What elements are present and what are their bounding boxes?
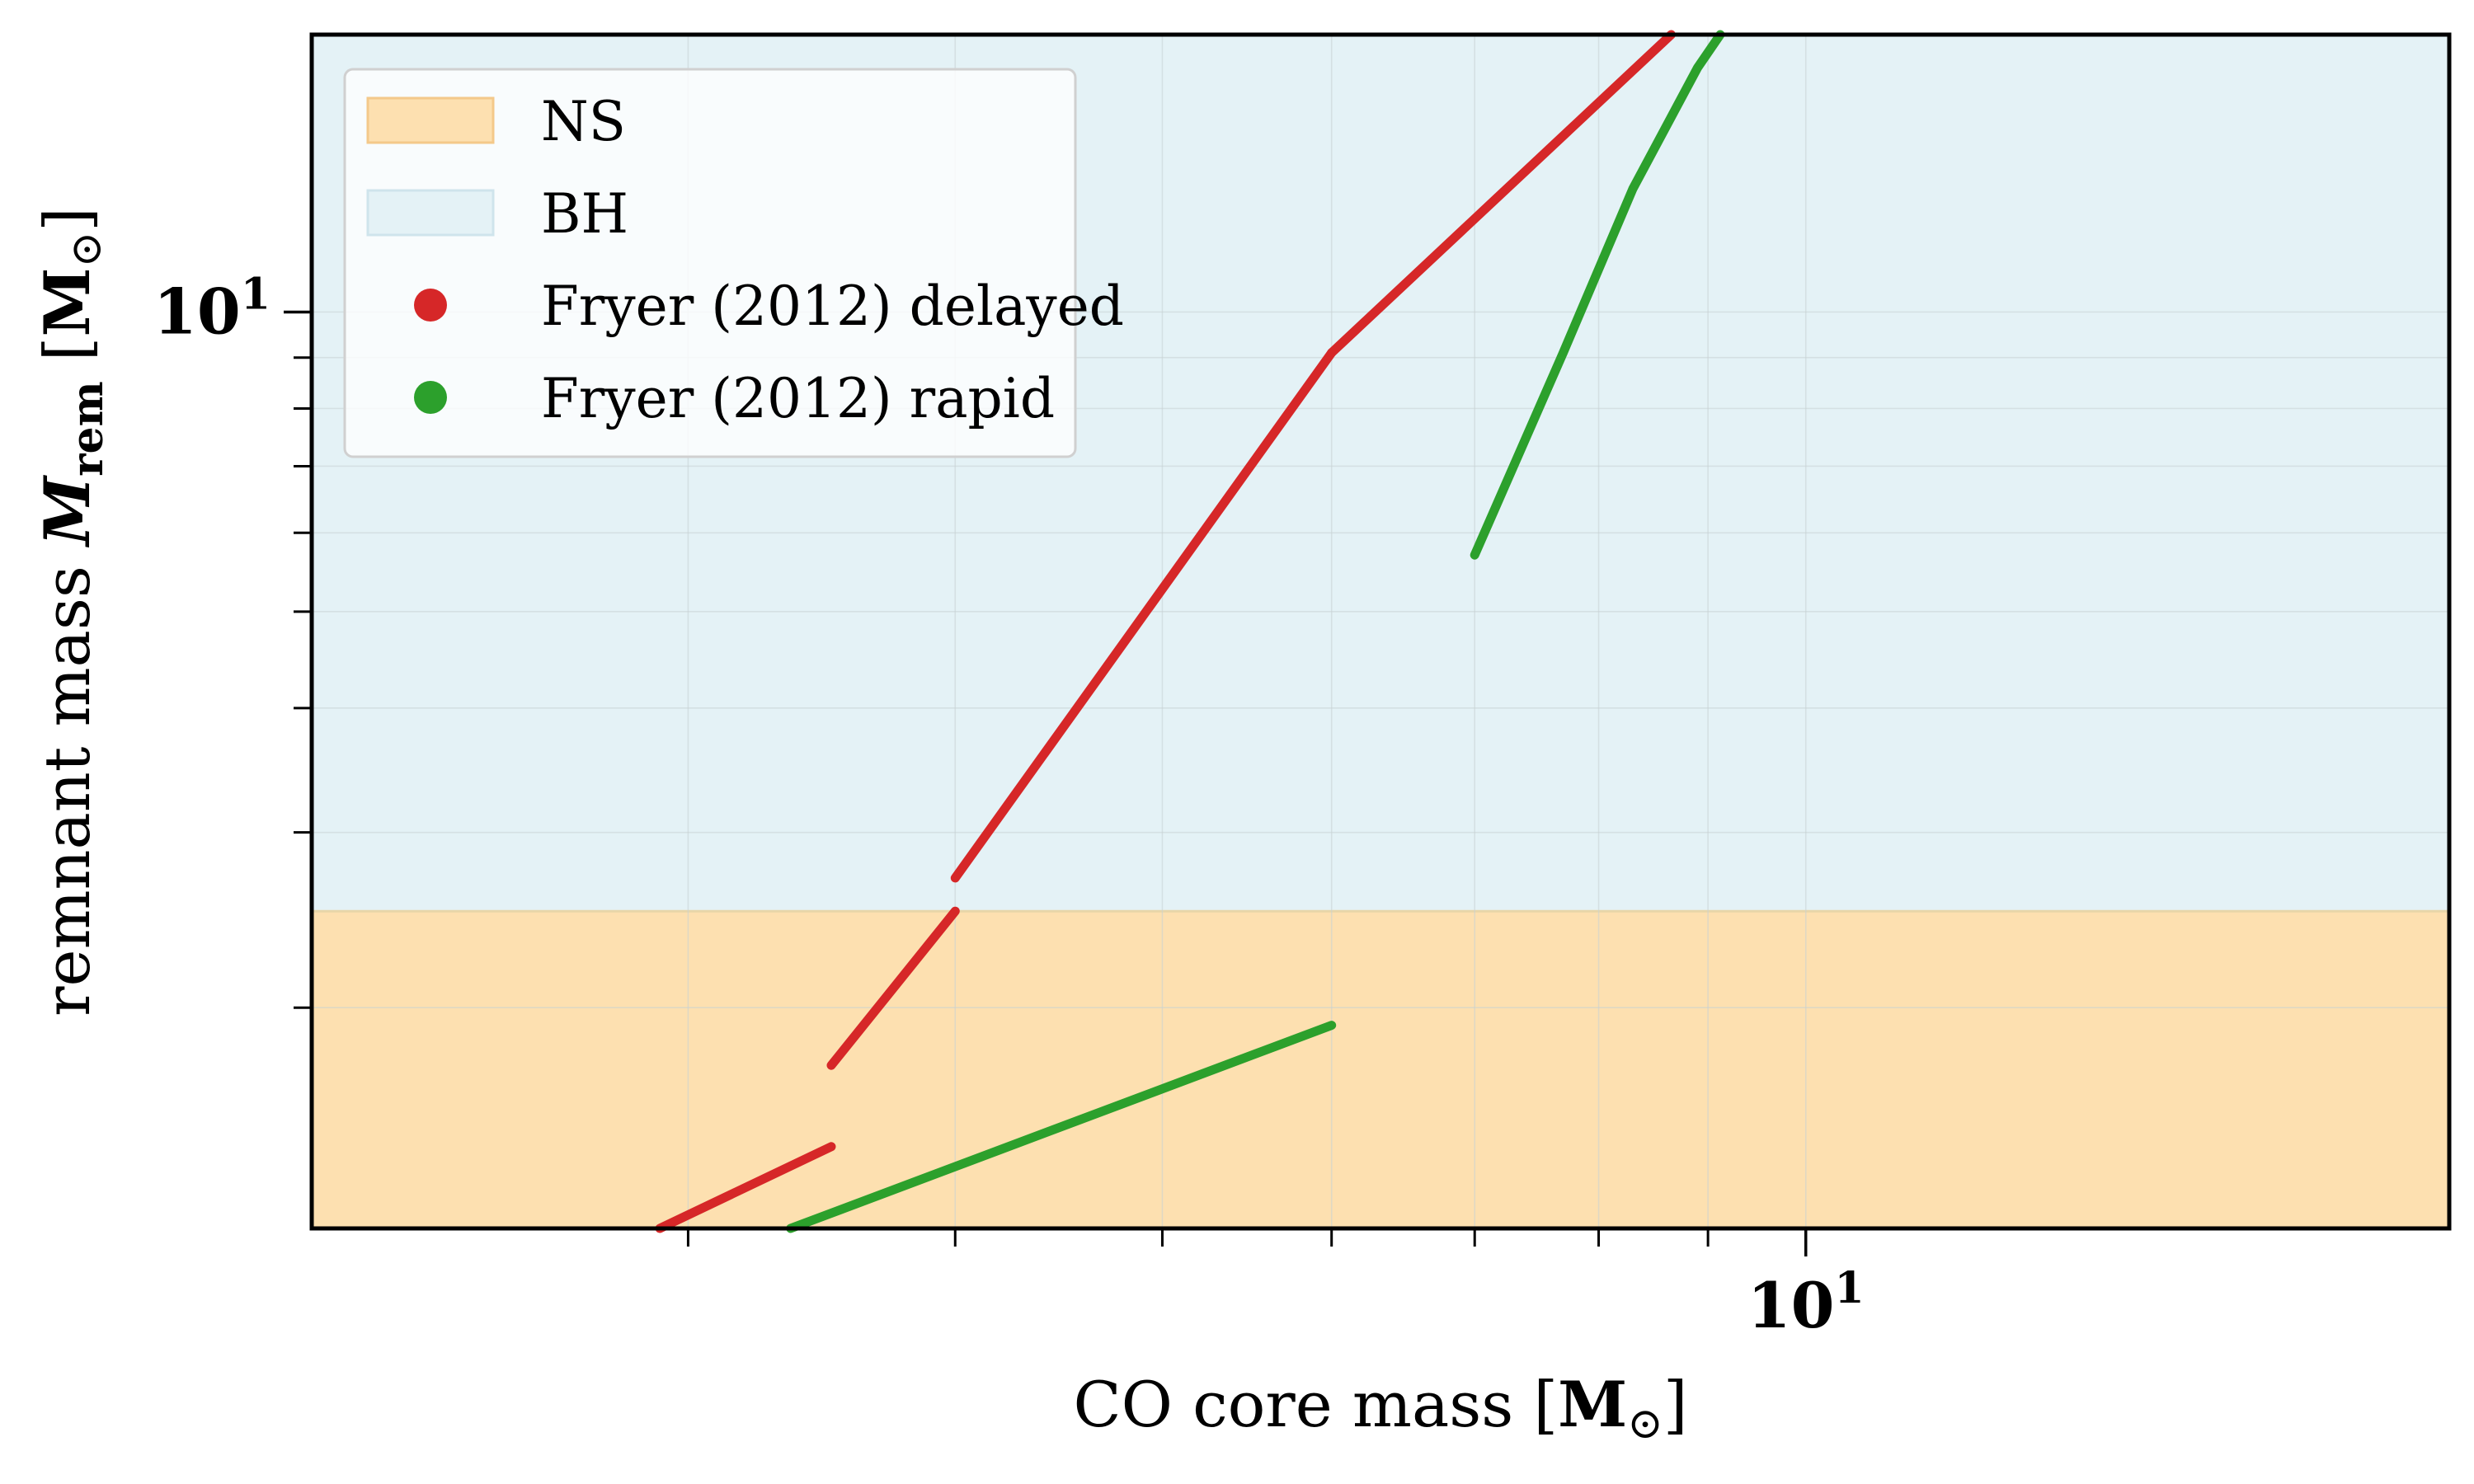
region-ns bbox=[312, 911, 2449, 1228]
series-rapid-segment bbox=[1470, 30, 1725, 560]
legend-marker bbox=[414, 381, 447, 414]
legend-label: BH bbox=[541, 182, 628, 246]
legend-swatch bbox=[366, 96, 495, 144]
legend-entry-ns: NS bbox=[366, 90, 626, 153]
y-tick-label: 101 bbox=[153, 269, 270, 348]
legend-swatch bbox=[366, 189, 495, 237]
plot-frame bbox=[309, 32, 2452, 1231]
y-axis-label: remnant mass Mrem [M⊙] bbox=[31, 207, 113, 1017]
series-delayed-segment bbox=[1327, 30, 1676, 358]
legend-box bbox=[343, 68, 1077, 458]
legend-label: NS bbox=[541, 90, 626, 153]
series-rapid-segment bbox=[786, 1021, 1337, 1233]
legend-entry-rapid: Fryer (2012) rapid bbox=[414, 367, 1055, 430]
series-delayed-segment bbox=[950, 348, 1337, 883]
series-delayed-segment bbox=[655, 1142, 836, 1233]
legend-label: Fryer (2012) rapid bbox=[541, 367, 1055, 430]
legend-entry-delayed: Fryer (2012) delayed bbox=[414, 275, 1124, 338]
legend-entry-bh: BH bbox=[366, 182, 628, 246]
series-delayed-segment bbox=[826, 906, 960, 1070]
legend-marker bbox=[414, 289, 447, 322]
legend-label: Fryer (2012) delayed bbox=[541, 275, 1124, 338]
x-tick-label: 101 bbox=[1747, 1263, 1865, 1342]
x-axis-label: CO core mass [M⊙] bbox=[1074, 1368, 1688, 1449]
